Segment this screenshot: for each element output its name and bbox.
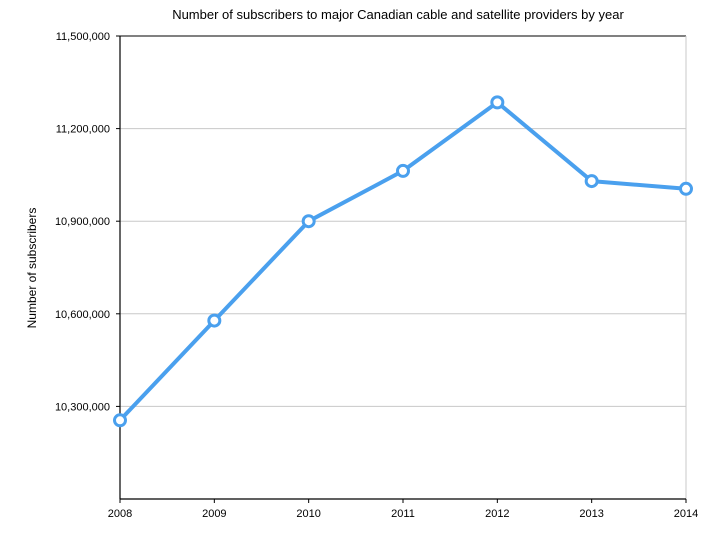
- data-point: [679, 181, 693, 196]
- y-tick-labels: 10,300,000 10,600,000 10,900,000 11,200,000…: [55, 31, 110, 413]
- data-point: [396, 163, 410, 178]
- data-point: [113, 413, 127, 428]
- x-tick-label: 2012: [485, 508, 509, 520]
- y-tick-label: 10,300,000: [55, 401, 110, 413]
- chart-title: Number of subscribers to major Canadian …: [172, 7, 624, 22]
- data-point: [301, 214, 316, 229]
- y-tick-label: 11,200,000: [56, 124, 110, 136]
- x-tick-label: 2013: [579, 508, 603, 520]
- x-tick-label: 2008: [108, 508, 132, 520]
- series-line-path: [118, 100, 688, 423]
- x-tick-label: 2010: [296, 508, 320, 520]
- data-point: [490, 95, 505, 110]
- y-tick-label: 10,900,000: [55, 216, 110, 228]
- y-axis-label: Number of subscribers: [25, 208, 39, 329]
- y-tick-label: 11,500,000: [56, 31, 110, 43]
- data-point: [584, 174, 599, 189]
- x-tick-label: 2014: [674, 508, 698, 520]
- x-tick-label: 2009: [202, 508, 226, 520]
- y-tick-label: 10,600,000: [55, 309, 110, 321]
- data-point: [207, 313, 222, 328]
- x-tick-label: 2011: [391, 508, 415, 520]
- axes: [116, 35, 687, 503]
- data-points: [113, 95, 693, 428]
- series-line: [118, 100, 688, 423]
- x-tick-labels: 2008 2009 2010 2011 2012 2013 2014: [108, 508, 698, 520]
